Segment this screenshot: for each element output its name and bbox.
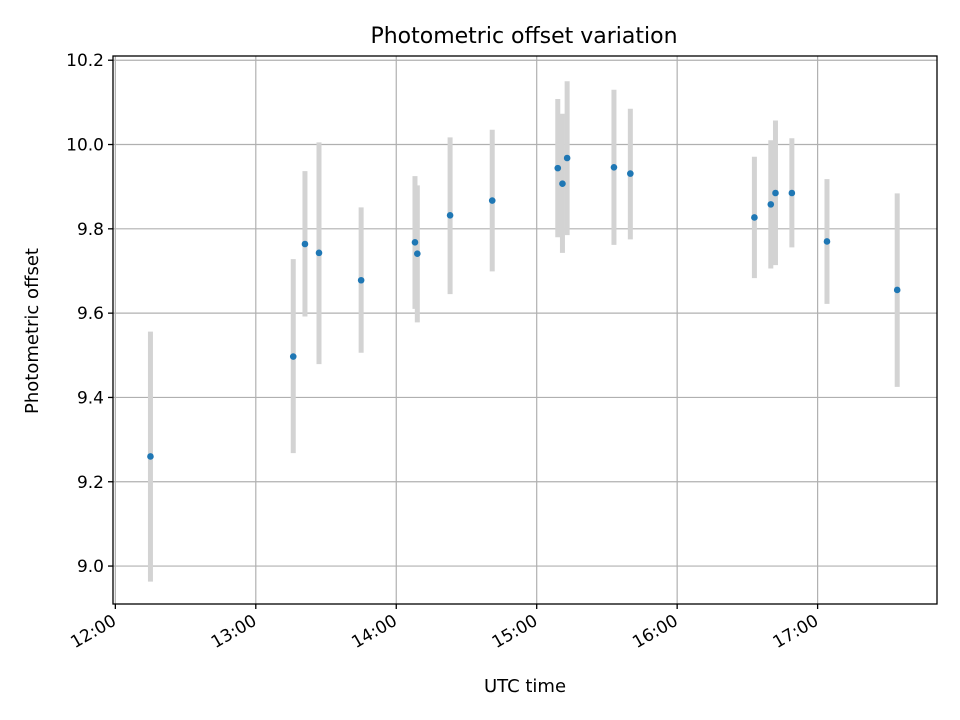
- data-point: [554, 164, 562, 172]
- chart-title: Photometric offset variation: [370, 24, 677, 49]
- data-point: [414, 250, 421, 258]
- data-point: [627, 170, 634, 177]
- y-tick-label: 10.0: [66, 136, 104, 156]
- x-tick-label: 15:00: [489, 611, 541, 653]
- data-point: [411, 239, 419, 246]
- y-tick-label: 9.8: [77, 220, 104, 240]
- data-points: [147, 154, 901, 460]
- data-point: [488, 197, 496, 204]
- data-point: [893, 286, 901, 294]
- data-point: [315, 249, 323, 257]
- error-bars: [147, 81, 900, 582]
- data-point: [772, 189, 779, 197]
- x-axis-ticks: 12:00 13:00 14:00 15:00 16:00 17:00: [67, 604, 822, 653]
- grid: [113, 56, 937, 604]
- y-axis-label: Photometric offset: [22, 248, 43, 414]
- plot-frame: [112, 55, 938, 605]
- x-axis-label: UTC time: [484, 676, 566, 697]
- y-tick-label: 9.4: [77, 388, 104, 408]
- x-tick-label: 12:00: [67, 611, 119, 653]
- x-tick-label: 17:00: [770, 611, 822, 653]
- data-point: [289, 353, 297, 360]
- data-point: [823, 238, 831, 245]
- data-point: [357, 276, 365, 284]
- y-axis-ticks: 9.0 9.2 9.4 9.6 9.8 10.0 10.2: [66, 51, 113, 577]
- data-point: [301, 240, 309, 248]
- x-tick-label: 16:00: [629, 611, 681, 653]
- x-tick-label: 14:00: [348, 611, 400, 653]
- data-point: [788, 189, 796, 197]
- y-tick-label: 9.6: [77, 304, 104, 324]
- data-point: [751, 214, 758, 221]
- y-tick-label: 9.0: [77, 557, 104, 577]
- data-point: [563, 154, 571, 162]
- data-point: [446, 212, 454, 219]
- data-point: [610, 163, 618, 171]
- data-point: [767, 201, 775, 208]
- y-tick-label: 10.2: [66, 51, 104, 71]
- y-tick-label: 9.2: [77, 473, 104, 493]
- x-tick-label: 13:00: [208, 611, 260, 653]
- data-point: [147, 453, 154, 460]
- data-point: [559, 180, 566, 188]
